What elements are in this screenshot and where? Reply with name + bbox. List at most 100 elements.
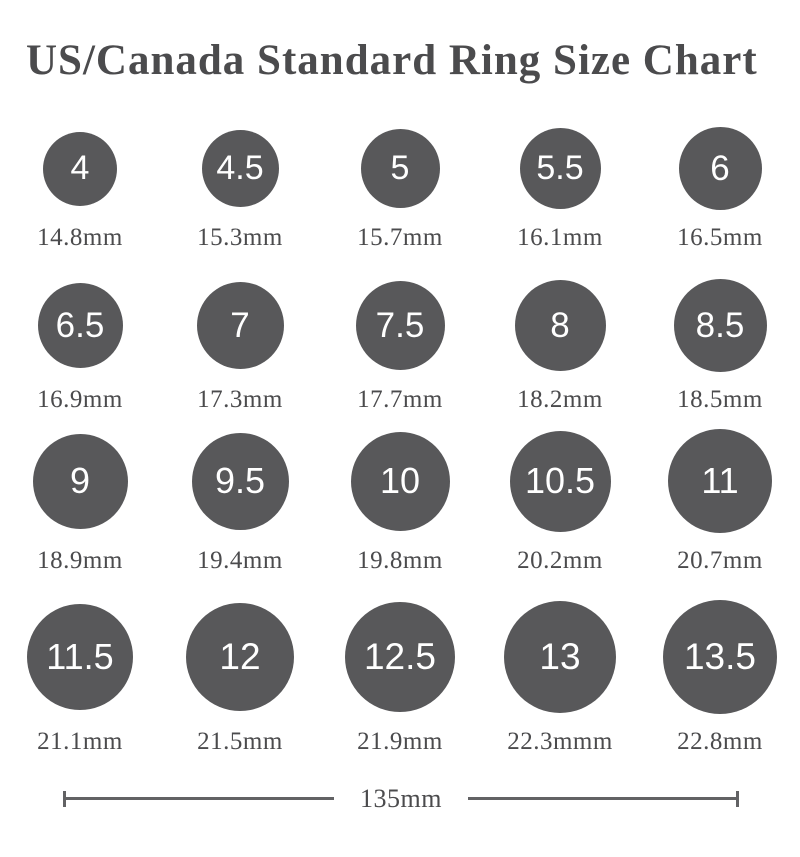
ring-size-number: 9.5 [214, 460, 266, 501]
ring-circle-wrap: 7 [196, 279, 284, 372]
ring-size-cell: 9 18.9mm [0, 429, 160, 576]
ring-size-cell: 4 14.8mm [0, 127, 160, 253]
ring-size-cell: 4.5 15.3mm [160, 127, 320, 253]
ring-circle: 12.5 [345, 602, 455, 712]
diameter-label: 17.7mm [357, 386, 443, 413]
diameter-label: 21.9mm [357, 728, 443, 755]
diameter-label: 16.1mm [517, 224, 603, 251]
ring-size-number: 5 [390, 149, 410, 187]
ring-circle: 11 [668, 429, 772, 533]
ring-size-cell: 8.5 18.5mm [640, 279, 800, 415]
diameter-label: 20.2mm [517, 547, 603, 574]
ring-circle-wrap: 5.5 [519, 127, 601, 210]
ring-size-cell: 13.5 22.8mm [640, 600, 800, 757]
ring-circle: 7 [196, 282, 284, 369]
ring-circle-wrap: 11 [668, 429, 772, 533]
size-row: 9 18.9mm 9.5 19.4mm 10 19.8mm 10.5 20.2mm 11 20.7… [0, 429, 800, 576]
ring-circle-wrap: 10 [350, 429, 450, 533]
ring-size-cell: 12.5 21.9mm [320, 600, 480, 757]
size-row: 4 14.8mm 4.5 15.3mm 5 15.7mm 5.5 16.1mm 6 16.5mm [0, 127, 800, 253]
ring-size-number: 10 [379, 460, 421, 501]
ring-size-number: 13 [539, 636, 581, 677]
ring-circle-wrap: 6 [678, 127, 762, 210]
size-grid: 4 14.8mm 4.5 15.3mm 5 15.7mm 5.5 16.1mm 6 16.5mm 6… [0, 127, 800, 757]
ring-size-cell: 9.5 19.4mm [160, 429, 320, 576]
scale-line-right [467, 797, 737, 800]
diameter-label: 14.8mm [37, 224, 123, 251]
ring-circle: 10 [350, 431, 450, 531]
ring-circle-wrap: 6.5 [37, 279, 123, 372]
ring-circle: 5.5 [519, 128, 601, 209]
ring-size-number: 9 [69, 460, 91, 501]
ring-size-cell: 13 22.3mmm [480, 600, 640, 757]
ring-size-cell: 10 19.8mm [320, 429, 480, 576]
ring-circle: 13.5 [663, 600, 777, 714]
ring-circle: 7.5 [355, 281, 445, 370]
ring-size-number: 7.5 [375, 305, 425, 345]
ring-circle: 8 [514, 280, 606, 371]
ring-circle-wrap: 4.5 [201, 127, 279, 210]
diameter-label: 18.9mm [37, 547, 123, 574]
ring-circle: 9 [32, 433, 128, 529]
ring-size-cell: 11 20.7mm [640, 429, 800, 576]
ring-size-number: 4 [70, 149, 90, 187]
ring-size-number: 12 [219, 636, 261, 677]
diameter-label: 22.3mmm [507, 728, 613, 755]
ring-size-cell: 5.5 16.1mm [480, 127, 640, 253]
ring-size-cell: 5 15.7mm [320, 127, 480, 253]
ring-size-cell: 6.5 16.9mm [0, 279, 160, 415]
ring-size-number: 12.5 [363, 636, 436, 677]
ring-size-cell: 12 21.5mm [160, 600, 320, 757]
scale-label: 135mm [360, 784, 442, 813]
ring-circle-wrap: 9 [32, 429, 128, 533]
ring-circle-wrap: 12 [186, 600, 294, 714]
ring-circle: 9.5 [191, 432, 289, 530]
ring-circle: 11.5 [27, 604, 133, 710]
scale-line-left [66, 797, 335, 800]
ring-size-number: 8 [550, 305, 570, 345]
ring-circle: 4 [43, 131, 117, 206]
ring-size-cell: 7 17.3mm [160, 279, 320, 415]
ring-circle-wrap: 8.5 [673, 279, 767, 372]
ring-size-number: 11.5 [46, 636, 114, 677]
ring-circle: 13 [504, 601, 616, 713]
scale-bar: 135mm [63, 783, 740, 814]
ring-circle-wrap: 13 [504, 600, 616, 714]
diameter-label: 19.8mm [357, 547, 443, 574]
diameter-label: 21.1mm [37, 728, 123, 755]
ring-circle: 5 [360, 129, 440, 208]
ring-circle: 8.5 [673, 279, 767, 372]
diameter-label: 21.5mm [197, 728, 283, 755]
diameter-label: 15.7mm [357, 224, 443, 251]
ring-size-cell: 6 16.5mm [640, 127, 800, 253]
diameter-label: 19.4mm [197, 547, 283, 574]
ring-size-number: 6 [710, 148, 730, 188]
ring-size-cell: 7.5 17.7mm [320, 279, 480, 415]
ring-circle-wrap: 13.5 [663, 600, 777, 714]
ring-size-number: 5.5 [536, 149, 584, 187]
scale-left-cap-icon [63, 790, 66, 807]
ring-circle-wrap: 10.5 [509, 429, 611, 533]
diameter-label: 22.8mm [677, 728, 763, 755]
diameter-label: 17.3mm [197, 386, 283, 413]
ring-size-number: 13.5 [683, 636, 756, 677]
ring-size-number: 11 [701, 460, 739, 501]
scale-right-cap-icon [736, 790, 740, 807]
ring-size-number: 7 [230, 305, 250, 345]
page-title: US/Canada Standard Ring Size Chart [26, 37, 758, 84]
ring-circle: 6 [678, 127, 762, 210]
ring-size-cell: 10.5 20.2mm [480, 429, 640, 576]
ring-size-number: 4.5 [216, 149, 264, 187]
diameter-label: 16.5mm [677, 224, 763, 251]
diameter-label: 18.2mm [517, 386, 603, 413]
diameter-label: 16.9mm [37, 386, 123, 413]
ring-circle: 10.5 [509, 430, 611, 532]
ring-circle-wrap: 11.5 [27, 600, 133, 714]
diameter-label: 20.7mm [677, 547, 763, 574]
ring-circle-wrap: 7.5 [355, 279, 445, 372]
ring-circle: 6.5 [37, 283, 123, 368]
diameter-label: 18.5mm [677, 386, 763, 413]
ring-size-number: 8.5 [695, 305, 745, 345]
ring-circle-wrap: 8 [514, 279, 606, 372]
